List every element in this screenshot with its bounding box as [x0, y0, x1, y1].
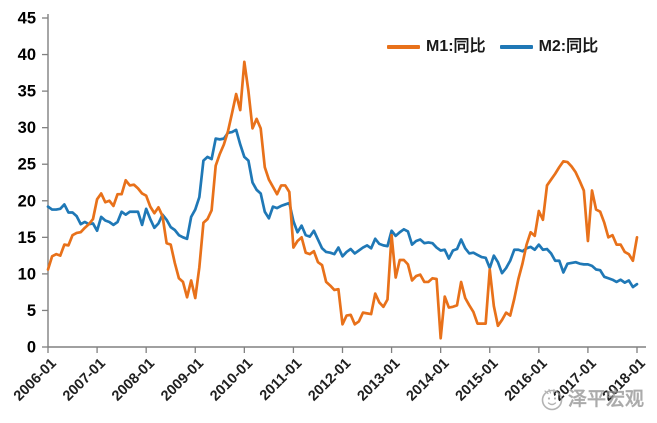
m2-line-swatch-icon: [499, 45, 533, 49]
y-axis-tick-label: 30: [18, 119, 36, 137]
y-axis-tick-label: 15: [18, 229, 36, 247]
x-axis-tick-label: 2008-01: [109, 356, 158, 405]
y-axis-tick-label: 35: [18, 83, 36, 101]
x-axis-tick-label: 2018-01: [600, 356, 649, 405]
legend-item-m1: M1:同比: [387, 39, 486, 55]
y-axis-tick-label: 45: [18, 10, 36, 28]
y-axis-tick-label: 25: [18, 156, 36, 174]
x-axis-tick-label: 2006-01: [11, 356, 60, 405]
legend-label-m1: M1:同比: [426, 38, 486, 55]
x-axis-tick-label: 2015-01: [453, 356, 502, 405]
series-layer: [46, 60, 639, 340]
x-axis-tick-label: 2011-01: [257, 356, 305, 404]
m1-line-swatch-icon: [387, 45, 420, 49]
chart-legend: M1:同比 M2:同比: [387, 39, 598, 55]
m1-series-line: [46, 60, 639, 340]
x-axis-tick-label: 2017-01: [551, 356, 600, 405]
legend-label-m2: M2:同比: [538, 38, 599, 55]
y-axis-tick-label: 0: [27, 339, 36, 357]
y-axis-tick-label: 40: [18, 46, 36, 64]
y-axis-tick-label: 10: [18, 265, 36, 283]
y-axis-tick-label: 5: [27, 302, 36, 320]
legend-item-m2: M2:同比: [499, 38, 599, 55]
x-axis-tick-label: 2012-01: [305, 356, 354, 405]
x-axis-tick-label: 2013-01: [354, 356, 403, 405]
m2-series-line: [46, 128, 639, 289]
x-axis-tick-label: 2007-01: [60, 356, 109, 405]
x-axis-tick-label: 2014-01: [404, 356, 453, 405]
x-axis-tick-label: 2016-01: [502, 356, 551, 405]
x-axis-tick-label: 2010-01: [207, 356, 256, 405]
y-axis-tick-label: 20: [18, 192, 36, 210]
x-axis-tick-label: 2009-01: [158, 356, 207, 405]
